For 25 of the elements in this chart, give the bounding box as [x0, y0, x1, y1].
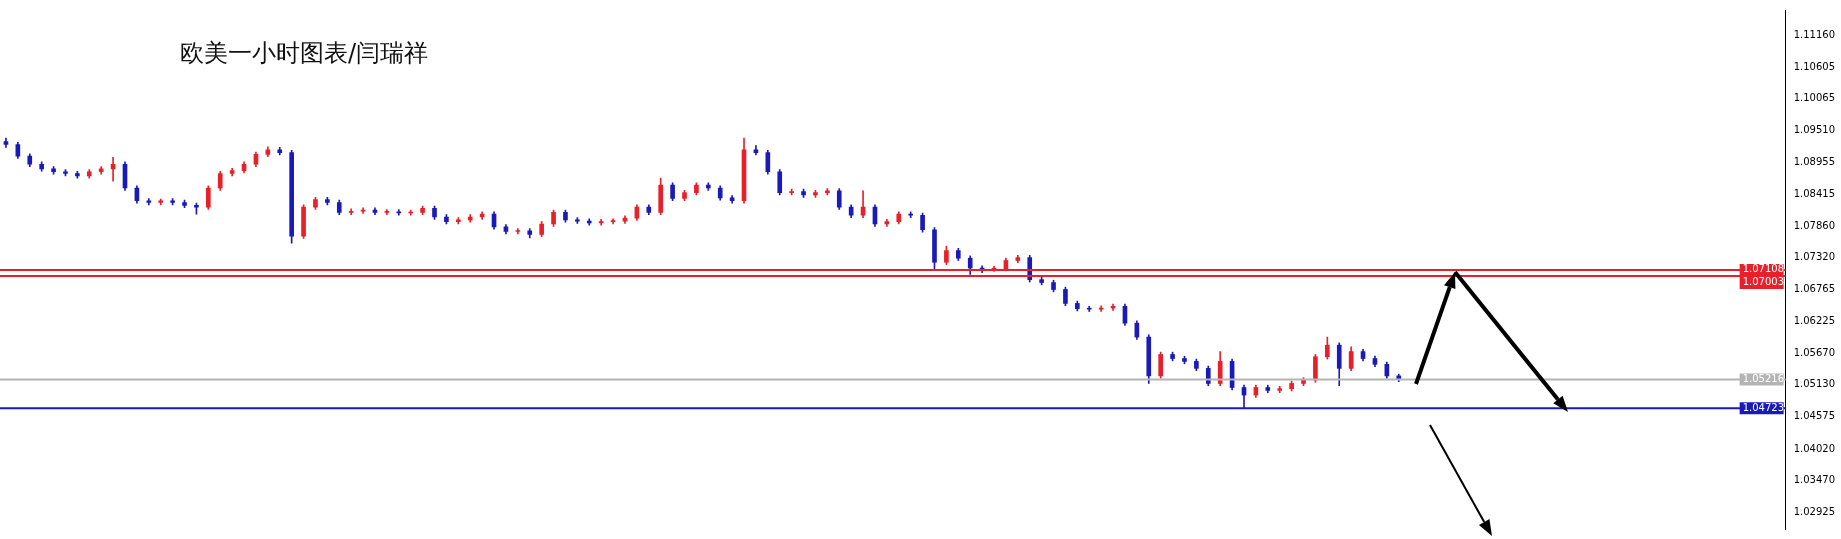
candlestick	[396, 209, 402, 216]
y-tick-label: 1.02925	[1793, 506, 1836, 518]
y-tick-label: 1.05670	[1793, 346, 1836, 358]
y-tick-label: 1.08415	[1793, 187, 1836, 199]
y-tick-label: 1.10605	[1793, 60, 1836, 72]
y-tick-label: 1.08955	[1793, 156, 1836, 168]
y-tick-label: 1.06225	[1793, 314, 1836, 326]
y-tick-label: 1.06765	[1793, 283, 1836, 295]
y-tick-label: 1.04575	[1793, 410, 1836, 422]
y-tick-label: 1.05130	[1793, 378, 1836, 390]
candlestick	[360, 207, 366, 214]
candlestick	[1098, 305, 1104, 312]
y-tick-label: 1.07320	[1793, 251, 1836, 263]
ref-line-label: 1.07003	[1742, 276, 1785, 288]
y-tick-label: 1.03470	[1793, 474, 1836, 486]
y-tick-label: 1.07860	[1793, 219, 1836, 231]
ref-line-label: 1.07108	[1742, 263, 1785, 275]
y-tick-label: 1.11160	[1793, 28, 1836, 40]
y-tick-label: 1.04020	[1793, 442, 1836, 454]
text: 欧美一小时图表/闫瑞祥	[180, 39, 429, 68]
y-tick-label: 1.09510	[1793, 124, 1836, 136]
candlestick	[908, 211, 914, 218]
y-tick-label: 1.10065	[1793, 92, 1836, 104]
ref-line-label: 1.05216	[1742, 373, 1785, 385]
ref-line-label: 1.04723	[1742, 401, 1785, 413]
